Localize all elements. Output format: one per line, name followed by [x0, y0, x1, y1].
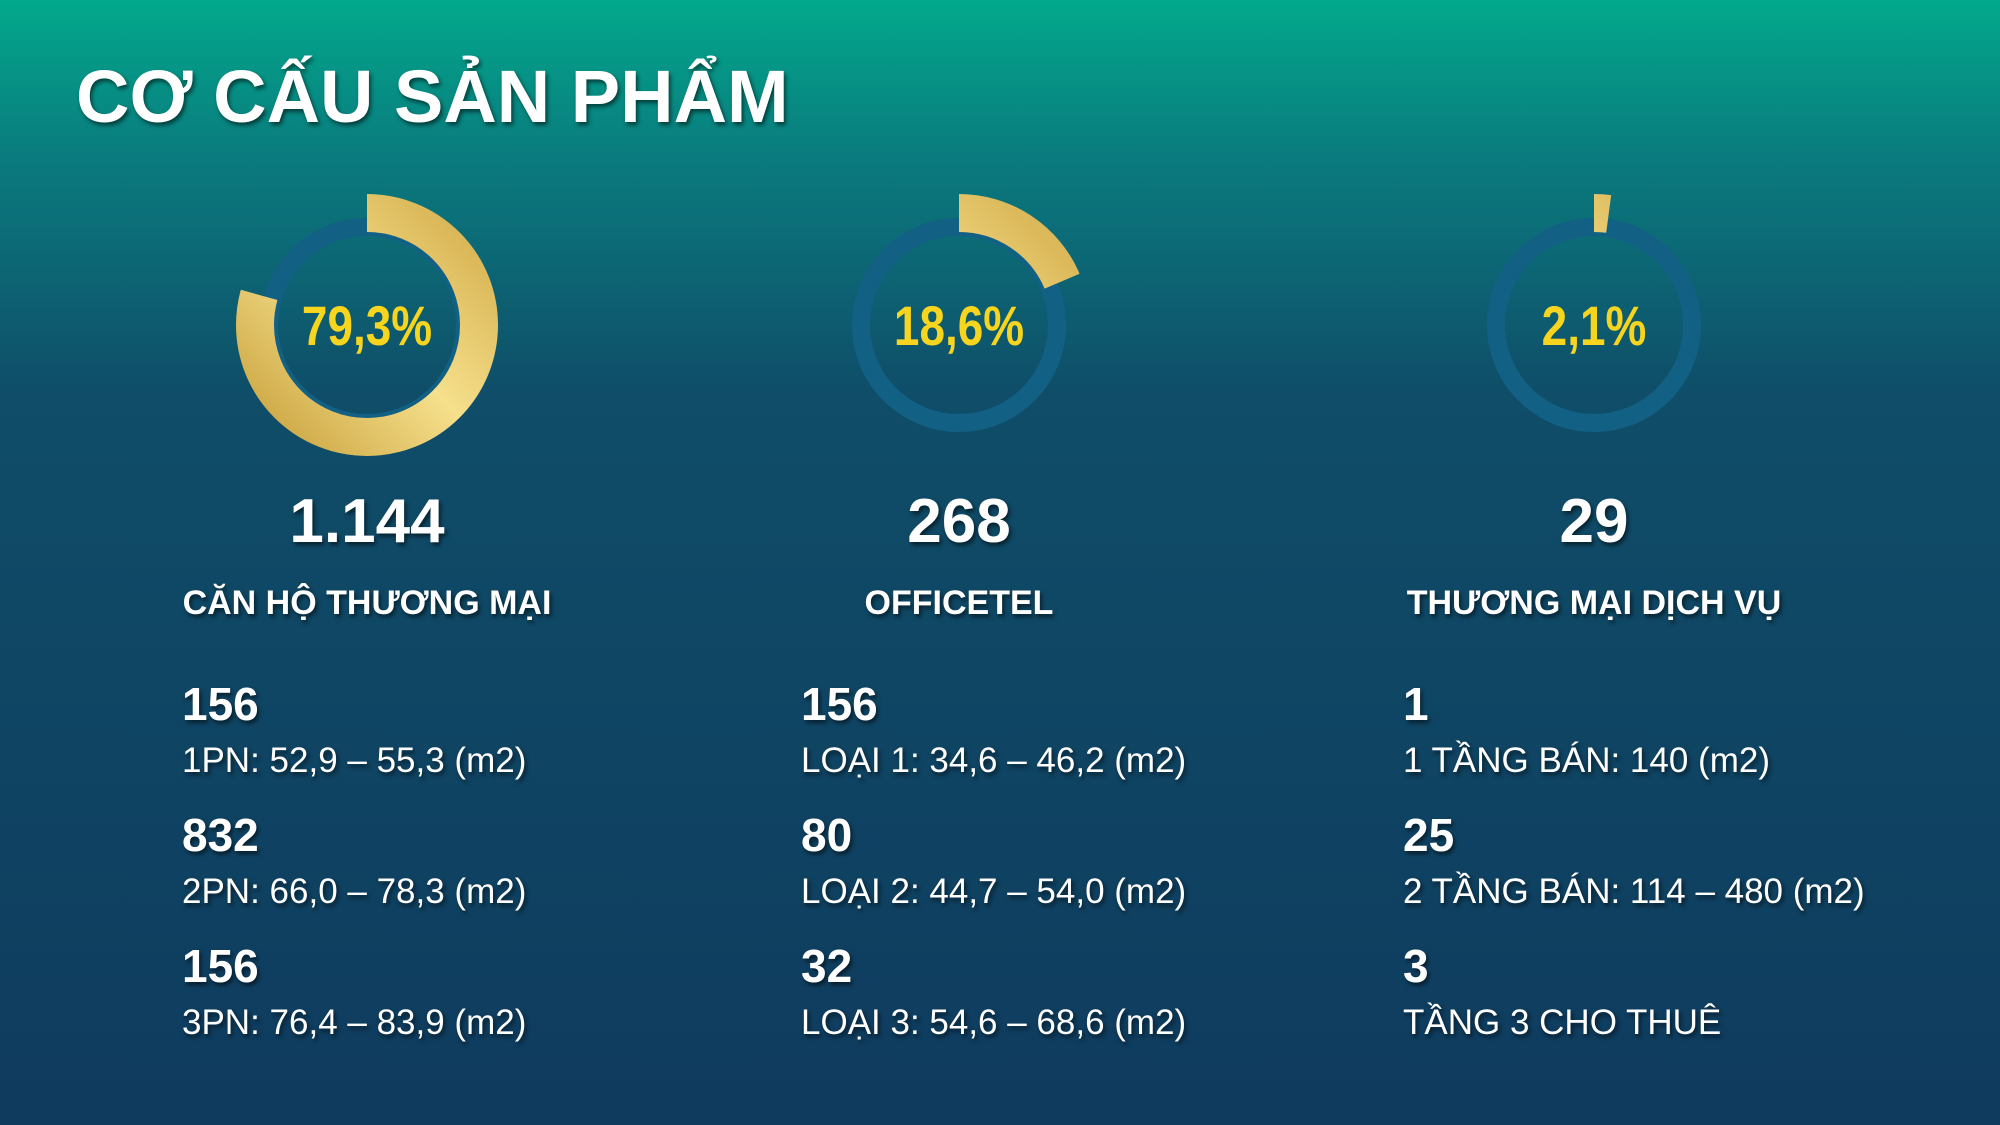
item-desc: LOẠI 1: 34,6 – 46,2 (m2): [801, 741, 1186, 780]
total: 268: [907, 487, 1010, 556]
percent-label: 2,1%: [1542, 295, 1647, 357]
donut-arc: [236, 194, 498, 456]
item-desc: TẦNG 3 CHO THUÊ: [1403, 1002, 1721, 1042]
item-desc: LOẠI 3: 54,6 – 68,6 (m2): [801, 1003, 1186, 1042]
item-desc: LOẠI 2: 44,7 – 54,0 (m2): [801, 872, 1186, 911]
item-desc: 1 TẦNG BÁN: 140 (m2): [1403, 740, 1770, 780]
title: CƠ CẤU SẢN PHẨM: [76, 55, 789, 138]
item-count: 32: [801, 940, 852, 992]
total: 1.144: [289, 487, 445, 556]
percent-label: 79,3%: [302, 295, 432, 357]
category-name: CĂN HỘ THƯƠNG MẠI: [183, 583, 552, 622]
item-count: 832: [182, 809, 259, 861]
item-count: 156: [182, 678, 259, 730]
item-desc: 3PN: 76,4 – 83,9 (m2): [182, 1003, 526, 1042]
category-name: OFFICETEL: [865, 584, 1054, 622]
item-count: 156: [801, 678, 878, 730]
item-count: 3: [1403, 940, 1429, 992]
item-desc: 2PN: 66,0 – 78,3 (m2): [182, 872, 526, 911]
total: 29: [1560, 487, 1629, 556]
item-count: 1: [1403, 678, 1429, 730]
donut-arc: [1463, 194, 1725, 456]
category-name: THƯƠNG MẠI DỊCH VỤ: [1407, 584, 1782, 622]
item-desc: 1PN: 52,9 – 55,3 (m2): [182, 741, 526, 780]
percent-label: 18,6%: [894, 295, 1024, 357]
item-count: 156: [182, 940, 259, 992]
donut-arc: [828, 194, 1090, 456]
item-count: 80: [801, 809, 852, 861]
item-count: 25: [1403, 809, 1454, 861]
donut-track: [1487, 218, 1701, 432]
item-desc: 2 TẦNG BÁN: 114 – 480 (m2): [1403, 871, 1865, 911]
